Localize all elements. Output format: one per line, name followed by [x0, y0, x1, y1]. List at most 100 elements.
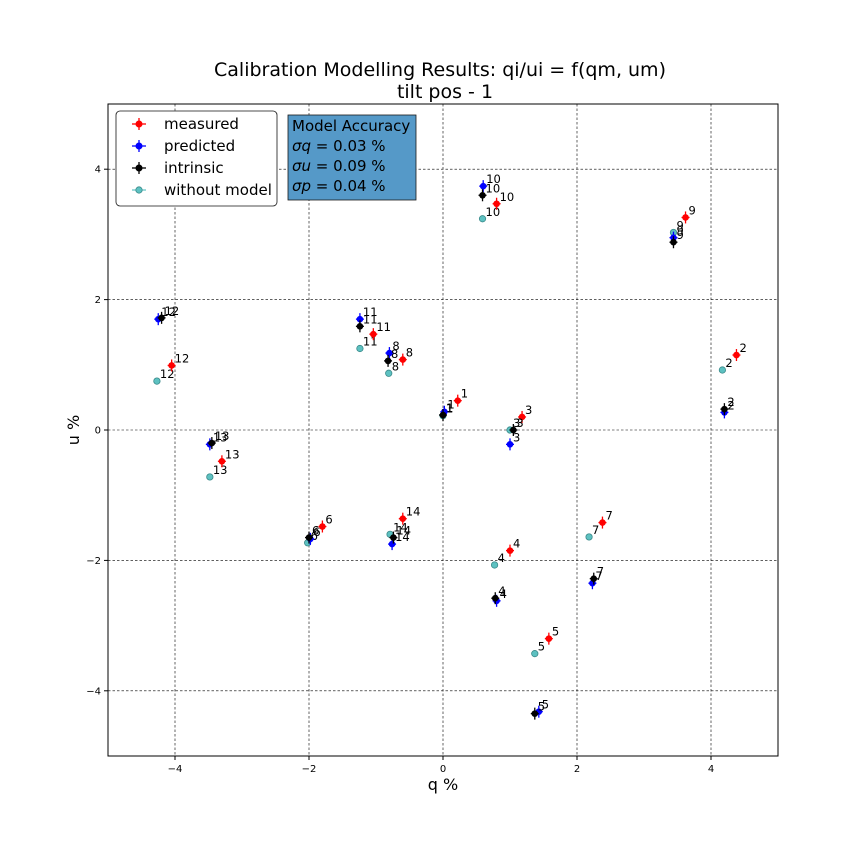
intrinsic-marker	[305, 534, 313, 541]
measured-point-12: 12	[167, 351, 190, 372]
y-tick-label: 4	[95, 165, 101, 176]
measured-point-8: 8	[398, 346, 413, 366]
measured-marker	[733, 351, 740, 359]
predicted-point-3: 3	[506, 430, 520, 451]
intrinsic-marker	[670, 238, 677, 246]
without-model-marker	[356, 344, 364, 353]
predicted-point-label: 3	[513, 430, 520, 444]
intrinsic-marker	[158, 314, 165, 322]
accuracy-value: = 0.04 %	[311, 177, 386, 195]
predicted-point-label: 12	[161, 305, 176, 319]
measured-point-label: 11	[376, 320, 391, 334]
without-model-marker	[385, 369, 393, 377]
measured-point-label: 9	[689, 203, 696, 217]
measured-point-9: 9	[681, 203, 696, 224]
without-model-point-8: 8	[385, 359, 399, 377]
intrinsic-point-label: 10	[486, 181, 501, 195]
without-model-marker	[206, 473, 214, 481]
measured-point-label: 10	[500, 190, 515, 204]
axis-ticks: −4 −2 0 2 4 −4 −2 0 2 4	[86, 165, 714, 775]
intrinsic-point-9: 9	[669, 228, 684, 249]
without-model-point-12: 12	[153, 367, 175, 385]
intrinsic-point-label: 6	[312, 524, 319, 538]
intrinsic-marker	[491, 594, 499, 602]
legend-swatch-marker	[135, 186, 143, 194]
without-model-point-label: 6	[311, 529, 318, 543]
accuracy-symbol: σu	[292, 157, 311, 175]
intrinsic-point-13: 13	[207, 429, 229, 450]
predicted-marker	[356, 315, 364, 323]
without-model-point-4: 4	[490, 551, 505, 569]
predicted-point-label: 9	[676, 224, 683, 238]
measured-marker	[599, 519, 606, 526]
measured-marker	[545, 635, 553, 642]
predicted-point-11: 11	[355, 305, 378, 326]
predicted-marker	[479, 182, 487, 190]
legend-label: measured	[164, 115, 239, 133]
intrinsic-marker	[479, 191, 486, 199]
measured-marker	[493, 200, 500, 208]
intrinsic-point-11: 11	[355, 312, 378, 333]
predicted-point-label: 2	[727, 398, 734, 412]
without-model-point-label: 8	[392, 359, 399, 373]
measured-point-11: 11	[369, 320, 391, 341]
without-model-point-label: 5	[538, 640, 545, 654]
measured-point-label: 3	[525, 403, 532, 417]
intrinsic-point-4: 4	[491, 584, 506, 605]
legend-entry-predicted: predicted	[132, 137, 235, 155]
y-tick-label: −4	[86, 686, 101, 697]
x-tick-label: −4	[168, 764, 183, 775]
accuracy-line: σu = 0.09 %	[292, 157, 386, 175]
without-model-marker	[490, 561, 499, 569]
intrinsic-marker	[510, 426, 517, 434]
x-tick-label: 0	[440, 764, 446, 775]
measured-marker	[218, 457, 226, 465]
predicted-marker	[386, 349, 393, 357]
measured-point-6: 6	[318, 512, 333, 533]
legend-label: predicted	[164, 137, 235, 155]
predicted-marker	[506, 441, 514, 448]
accuracy-value: = 0.09 %	[311, 157, 386, 175]
intrinsic-point-8: 8	[384, 347, 398, 367]
intrinsic-point-3: 3	[509, 416, 524, 436]
legend: measured predicted intrinsic without model	[115, 110, 278, 207]
measured-marker	[506, 547, 514, 554]
x-tick-label: 2	[574, 764, 580, 775]
chart-subtitle: tilt pos - 1	[397, 81, 493, 103]
intrinsic-point-label: 14	[396, 524, 411, 538]
measured-marker	[399, 515, 407, 522]
without-model-point-13: 13	[206, 463, 227, 481]
legend-entry-without-model: without model	[132, 181, 272, 199]
measured-point-10: 10	[492, 190, 515, 210]
without-model-point-label: 9	[676, 218, 683, 232]
intrinsic-point-1: 1	[439, 401, 453, 422]
predicted-point-12: 12	[154, 305, 176, 326]
measured-point-7: 7	[598, 509, 613, 529]
intrinsic-marker	[531, 710, 539, 717]
without-model-marker	[718, 366, 726, 374]
measured-marker	[370, 330, 377, 338]
predicted-point-label: 13	[213, 430, 228, 444]
intrinsic-marker	[590, 575, 598, 582]
intrinsic-point-label: 3	[516, 416, 523, 430]
measured-point-5: 5	[544, 625, 559, 645]
without-model-point-label: 4	[498, 551, 505, 565]
predicted-point-label: 5	[542, 698, 549, 712]
chart-title: Calibration Modelling Results: qi/ui = f…	[214, 59, 666, 81]
intrinsic-point-label: 11	[363, 312, 378, 326]
y-tick-label: 2	[95, 295, 101, 306]
intrinsic-point-label: 9	[676, 228, 683, 242]
x-axis-label: q %	[428, 775, 458, 794]
y-tick-label: 0	[95, 426, 101, 437]
accuracy-box-title: Model Accuracy	[292, 117, 410, 135]
intrinsic-point-10: 10	[478, 181, 501, 202]
measured-point-label: 2	[739, 341, 746, 355]
intrinsic-point-14: 14	[389, 524, 411, 544]
accuracy-line: σp = 0.04 %	[292, 177, 386, 195]
y-axis-label: u %	[64, 415, 83, 445]
predicted-point-label: 4	[500, 587, 507, 601]
predicted-point-label: 10	[486, 172, 501, 186]
measured-point-label: 12	[175, 351, 190, 365]
